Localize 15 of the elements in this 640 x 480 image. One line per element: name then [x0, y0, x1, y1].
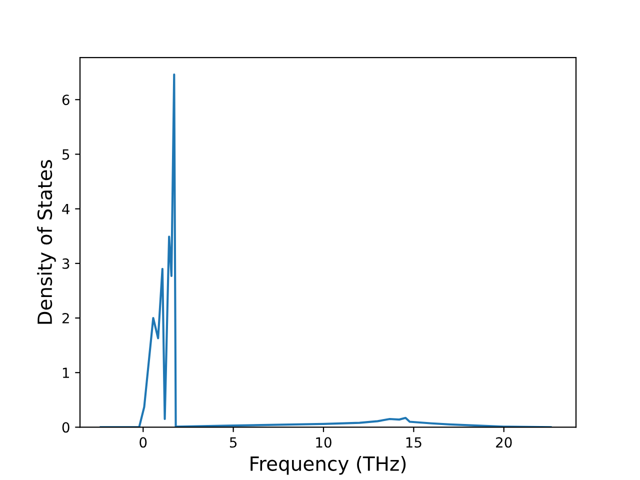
y-tick-label: 1	[62, 368, 69, 378]
y-tick-label: 2	[62, 312, 69, 324]
x-tick-label: 15	[406, 437, 422, 448]
x-tick-label: 0	[140, 437, 147, 448]
y-tick-label: 5	[62, 149, 70, 160]
y-tick-label: 0	[62, 422, 70, 433]
y-tick-label: 6	[62, 94, 70, 106]
x-tick-label: 20	[496, 437, 512, 448]
x-tick-label: 5	[230, 437, 237, 448]
line-series	[100, 73, 552, 428]
y-tick-label: 4	[62, 204, 70, 214]
y-axis-title: Density of States	[37, 160, 56, 324]
y-tick-label: 3	[62, 258, 70, 269]
x-tick-label: 10	[316, 437, 332, 448]
x-axis-title: Frequency (THz)	[250, 456, 406, 475]
